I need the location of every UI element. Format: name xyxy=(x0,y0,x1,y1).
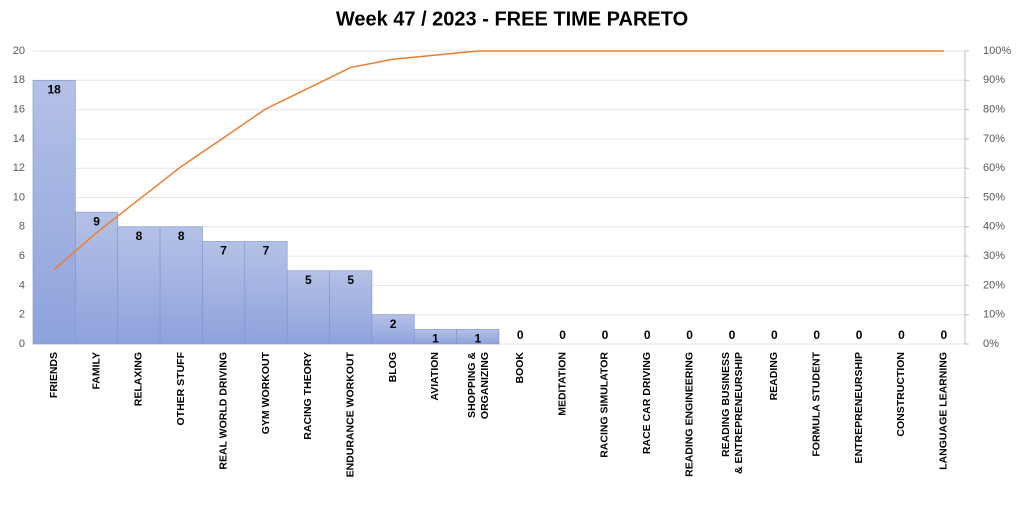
value-label: 0 xyxy=(898,328,905,342)
value-label: 0 xyxy=(771,328,778,342)
bar xyxy=(159,226,203,345)
value-label: 7 xyxy=(263,244,270,258)
value-label: 0 xyxy=(602,328,609,342)
value-label: 0 xyxy=(644,328,651,342)
cumulative-line xyxy=(53,50,944,271)
x-tick-label: READING ENGINEERING xyxy=(683,352,695,477)
bar xyxy=(75,211,119,345)
value-label: 0 xyxy=(729,328,736,342)
x-tick-label: REAL WORLD DRIVING xyxy=(217,352,229,470)
x-tick-label: OTHER STUFF xyxy=(175,351,187,425)
value-label: 0 xyxy=(686,328,693,342)
bar xyxy=(456,329,500,345)
value-label: 0 xyxy=(517,328,524,342)
value-label: 0 xyxy=(813,328,820,342)
y-tick-label: 14 xyxy=(13,133,25,145)
y-tick-label: 16 xyxy=(13,104,25,116)
bar xyxy=(371,314,415,345)
value-label: 1 xyxy=(474,332,481,346)
y2-tick-label: 40% xyxy=(983,221,1005,233)
y-tick-label: 8 xyxy=(19,221,25,233)
y2-tick-label: 100% xyxy=(983,45,1011,57)
y-tick-label: 2 xyxy=(19,309,25,321)
x-tick-label: ENTREPRENEURSHIP xyxy=(853,352,865,463)
y2-tick-label: 10% xyxy=(983,309,1005,321)
x-tick-label: FRIENDS xyxy=(48,352,60,398)
x-tick-label: RACING SIMULATOR xyxy=(599,352,611,458)
x-tick-label: RACE CAR DRIVING xyxy=(641,352,653,454)
x-tick-label: BLOG xyxy=(387,352,399,382)
y2-tick-label: 90% xyxy=(983,74,1005,86)
bar xyxy=(329,270,373,345)
x-tick-label: RACING THEORY xyxy=(302,352,314,440)
value-label: 8 xyxy=(136,229,143,243)
x-tick-label: CONSTRUCTION xyxy=(895,352,907,437)
value-label: 9 xyxy=(93,214,100,228)
bar xyxy=(117,226,161,345)
x-tick-label: SHOPPING & ORGANIZING xyxy=(466,352,491,422)
y-tick-label: 0 xyxy=(19,338,25,350)
y2-tick-label: 80% xyxy=(983,104,1005,116)
value-label: 1 xyxy=(432,332,439,346)
value-label: 5 xyxy=(347,273,354,287)
value-label: 0 xyxy=(940,328,947,342)
bar xyxy=(202,241,246,345)
x-tick-label: BOOK xyxy=(514,352,526,384)
y2-tick-label: 0% xyxy=(983,338,999,350)
x-tick-label: ENDURANCE WORKOUT xyxy=(345,351,357,477)
y-tick-label: 12 xyxy=(13,162,25,174)
value-label: 2 xyxy=(390,317,397,331)
x-tick-label: FAMILY xyxy=(90,352,102,390)
bar xyxy=(244,241,288,345)
chart-title: Week 47 / 2023 - FREE TIME PARETO xyxy=(336,8,688,30)
x-tick-label: READING xyxy=(768,352,780,400)
x-tick-label: AVIATION xyxy=(429,352,441,401)
value-label: 18 xyxy=(48,82,62,96)
x-tick-label: RELAXING xyxy=(133,352,145,406)
y2-tick-label: 60% xyxy=(983,162,1005,174)
value-label: 7 xyxy=(220,244,227,258)
x-tick-label: GYM WORKOUT xyxy=(260,351,272,434)
x-tick-label: FORMULA STUDENT xyxy=(811,351,823,456)
bar xyxy=(32,80,76,345)
x-tick-label: LANGUAGE LEARNING xyxy=(938,352,950,470)
y2-tick-label: 30% xyxy=(983,250,1005,262)
y2-tick-label: 70% xyxy=(983,133,1005,145)
y2-tick-label: 20% xyxy=(983,279,1005,291)
value-label: 0 xyxy=(559,328,566,342)
x-tick-label: MEDITATION xyxy=(556,352,568,416)
y2-tick-label: 50% xyxy=(983,191,1005,203)
y-tick-label: 4 xyxy=(19,279,25,291)
value-label: 8 xyxy=(178,229,185,243)
y-tick-label: 6 xyxy=(19,250,25,262)
y-tick-label: 18 xyxy=(13,74,25,86)
value-label: 0 xyxy=(856,328,863,342)
bar xyxy=(286,270,330,345)
y-tick-label: 10 xyxy=(13,191,25,203)
y-tick-label: 20 xyxy=(13,45,25,57)
x-tick-label: READING BUSINESS & ENTREPRENEURSHIP xyxy=(720,352,745,477)
value-label: 5 xyxy=(305,273,312,287)
